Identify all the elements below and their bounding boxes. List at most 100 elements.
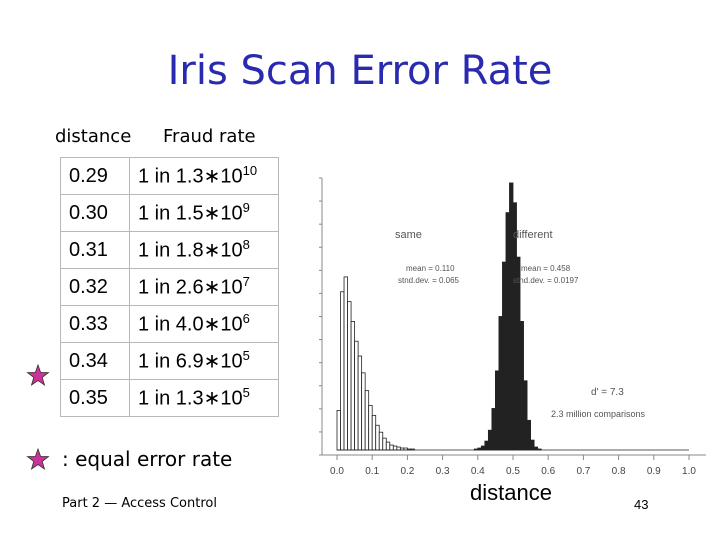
same-mean-label: mean = 0.110 bbox=[406, 264, 455, 273]
times-symbol: ∗ bbox=[203, 313, 221, 336]
same-hist-bar bbox=[378, 431, 384, 451]
same-series-label: same bbox=[395, 229, 422, 241]
times-symbol: ∗ bbox=[203, 165, 221, 188]
same-hist-bar bbox=[385, 441, 391, 451]
power-base: 10 bbox=[220, 387, 243, 410]
rate-distance-cell: 0.35 bbox=[60, 379, 130, 417]
rate-fraud-cell: 1 in 1.3∗105 bbox=[129, 379, 279, 417]
different-hist-bar bbox=[480, 445, 486, 451]
x-tick-label: 0.6 bbox=[541, 466, 555, 477]
same-hist-bar bbox=[389, 444, 394, 451]
rate-row: 0.30 1 in 1.5∗109 bbox=[60, 194, 279, 232]
same-hist-bar bbox=[340, 291, 345, 451]
header-distance: distance bbox=[55, 126, 132, 147]
same-hist-bar bbox=[392, 445, 398, 451]
rate-distance-cell: 0.30 bbox=[60, 194, 130, 232]
different-hist-bar bbox=[494, 370, 500, 451]
fraud-rate-mantissa: 1 in 1.5 bbox=[138, 202, 204, 225]
fraud-rate-mantissa: 1 in 1.3 bbox=[138, 165, 204, 188]
x-tick-label: 0.3 bbox=[436, 466, 450, 477]
fraud-rate-exponent: 5 bbox=[242, 348, 250, 364]
x-tick-label: 1.0 bbox=[682, 466, 696, 477]
different-mean-label: mean = 0.458 bbox=[521, 264, 571, 273]
x-tick-label: 0.0 bbox=[330, 466, 344, 477]
different-hist-bar bbox=[530, 439, 535, 451]
power-base: 10 bbox=[220, 239, 243, 262]
fraud-rate-mantissa: 1 in 2.6 bbox=[138, 276, 204, 299]
different-hist-bar bbox=[526, 419, 532, 451]
x-axis-title: distance bbox=[470, 480, 552, 505]
fraud-rate-exponent: 8 bbox=[242, 237, 250, 253]
different-series-label: different bbox=[513, 229, 553, 241]
x-tick-label: 0.5 bbox=[506, 466, 520, 477]
same-hist-bar bbox=[364, 390, 370, 451]
power-base: 10 bbox=[220, 276, 243, 299]
fraud-rate-mantissa: 1 in 1.3 bbox=[138, 387, 204, 410]
x-tick-label: 0.8 bbox=[612, 466, 626, 477]
different-hist-bar bbox=[498, 316, 503, 451]
different-hist-bar bbox=[533, 446, 539, 451]
comparisons-annotation: 2.3 million comparisons bbox=[551, 409, 646, 419]
rate-row: 0.34 1 in 6.9∗105 bbox=[60, 342, 279, 380]
different-hist-bar bbox=[484, 440, 489, 451]
fraud-rate-mantissa: 1 in 1.8 bbox=[138, 239, 204, 262]
rate-row: 0.33 1 in 4.0∗106 bbox=[60, 305, 279, 343]
same-hist-bar bbox=[336, 410, 341, 451]
fraud-rate-table: 0.29 1 in 1.3∗1010 0.30 1 in 1.5∗109 0.31 1 i… bbox=[60, 157, 279, 417]
rate-row: 0.35 1 in 1.3∗105 bbox=[60, 379, 279, 417]
same-sd-label: stnd.dev. = 0.065 bbox=[398, 276, 460, 285]
rate-distance-cell: 0.31 bbox=[60, 231, 130, 269]
rate-fraud-cell: 1 in 6.9∗105 bbox=[129, 342, 279, 380]
fraud-rate-exponent: 6 bbox=[242, 311, 250, 327]
fraud-rate-exponent: 7 bbox=[242, 274, 250, 290]
eer-legend-label: : equal error rate bbox=[62, 447, 233, 471]
rate-fraud-cell: 1 in 1.5∗109 bbox=[129, 194, 279, 232]
different-hist-bar bbox=[491, 408, 496, 451]
different-hist-bar bbox=[523, 380, 528, 451]
same-hist-bar bbox=[368, 405, 373, 451]
power-base: 10 bbox=[220, 313, 243, 336]
power-base: 10 bbox=[220, 350, 243, 373]
x-tick-label: 0.7 bbox=[576, 466, 590, 477]
fraud-rate-mantissa: 1 in 6.9 bbox=[138, 350, 204, 373]
same-hist-bar bbox=[357, 355, 363, 451]
power-base: 10 bbox=[220, 202, 243, 225]
rate-distance-cell: 0.29 bbox=[60, 157, 130, 195]
x-tick-label: 0.4 bbox=[471, 466, 485, 477]
times-symbol: ∗ bbox=[203, 276, 221, 299]
times-symbol: ∗ bbox=[203, 202, 221, 225]
x-tick-label: 0.9 bbox=[647, 466, 661, 477]
fraud-rate-exponent: 5 bbox=[242, 385, 250, 401]
rate-fraud-cell: 1 in 2.6∗107 bbox=[129, 268, 279, 306]
page-number: 43 bbox=[634, 497, 649, 512]
rate-distance-cell: 0.33 bbox=[60, 305, 130, 343]
rate-row: 0.29 1 in 1.3∗1010 bbox=[60, 157, 279, 195]
fraud-rate-exponent: 10 bbox=[242, 163, 258, 179]
different-hist-bar bbox=[516, 256, 521, 451]
eer-star-shape bbox=[26, 364, 50, 386]
fraud-rate-mantissa: 1 in 4.0 bbox=[138, 313, 204, 336]
same-hist-bar bbox=[354, 340, 359, 451]
same-hist-bar bbox=[350, 321, 356, 451]
fraud-rate-exponent: 9 bbox=[242, 200, 250, 216]
different-hist-bar bbox=[519, 321, 524, 451]
same-hist-bar bbox=[347, 301, 352, 451]
rate-fraud-cell: 1 in 1.8∗108 bbox=[129, 231, 279, 269]
header-fraud-rate: Fraud rate bbox=[163, 126, 256, 147]
x-tick-label: 0.2 bbox=[400, 466, 414, 477]
slide-title: Iris Scan Error Rate bbox=[167, 48, 553, 94]
legend-star-icon bbox=[26, 448, 50, 470]
same-hist-bar bbox=[343, 276, 348, 451]
same-hist-bar bbox=[361, 372, 366, 451]
same-hist-bar bbox=[371, 414, 377, 451]
rate-distance-cell: 0.34 bbox=[60, 342, 130, 380]
footer-course-label: Part 2 — Access Control bbox=[62, 496, 217, 511]
times-symbol: ∗ bbox=[203, 350, 221, 373]
times-symbol: ∗ bbox=[203, 239, 221, 262]
same-hist-bar bbox=[382, 437, 387, 451]
different-hist-bar bbox=[502, 261, 507, 451]
times-symbol: ∗ bbox=[203, 387, 221, 410]
different-hist-bar bbox=[505, 212, 510, 451]
power-base: 10 bbox=[220, 165, 243, 188]
same-hist-bar bbox=[375, 424, 380, 451]
